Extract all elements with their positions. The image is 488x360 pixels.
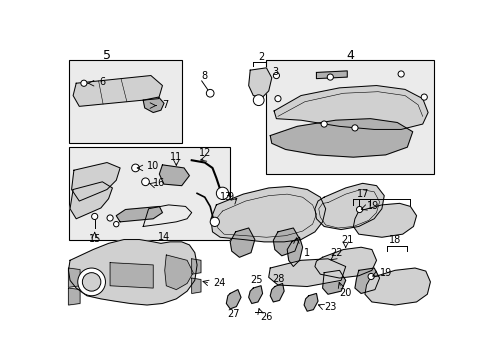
Polygon shape <box>364 268 429 305</box>
Polygon shape <box>353 203 416 237</box>
Polygon shape <box>248 68 271 97</box>
Polygon shape <box>191 278 201 293</box>
Text: 19: 19 <box>366 202 379 211</box>
Polygon shape <box>68 268 80 287</box>
Circle shape <box>78 268 105 296</box>
Polygon shape <box>191 259 201 274</box>
Polygon shape <box>270 283 284 302</box>
Text: 9: 9 <box>227 192 233 202</box>
Text: 22: 22 <box>329 248 342 258</box>
Text: 15: 15 <box>88 234 101 244</box>
Polygon shape <box>116 206 162 222</box>
Polygon shape <box>268 259 345 287</box>
Text: 8: 8 <box>202 71 207 81</box>
Text: 14: 14 <box>158 232 170 242</box>
Text: 24: 24 <box>213 278 225 288</box>
Text: 16: 16 <box>153 178 165 188</box>
Text: 23: 23 <box>324 302 336 311</box>
Circle shape <box>206 89 214 97</box>
Circle shape <box>367 274 373 280</box>
Polygon shape <box>73 76 162 106</box>
Polygon shape <box>354 268 379 293</box>
Text: 12: 12 <box>199 148 211 158</box>
Circle shape <box>326 74 333 80</box>
Text: 6: 6 <box>99 77 105 87</box>
Polygon shape <box>286 237 302 266</box>
Bar <box>266 60 433 174</box>
Polygon shape <box>314 183 384 230</box>
Text: 1: 1 <box>304 248 309 258</box>
Text: 19: 19 <box>379 267 391 278</box>
Circle shape <box>210 217 219 226</box>
Circle shape <box>81 80 87 86</box>
Circle shape <box>216 187 228 199</box>
Circle shape <box>253 95 264 105</box>
Polygon shape <box>226 289 241 309</box>
Circle shape <box>107 215 113 221</box>
Polygon shape <box>68 288 80 305</box>
Circle shape <box>273 72 279 78</box>
Polygon shape <box>210 186 325 242</box>
Polygon shape <box>68 239 197 305</box>
Text: 17: 17 <box>356 189 368 199</box>
Circle shape <box>397 71 404 77</box>
Circle shape <box>131 164 139 172</box>
Text: 4: 4 <box>346 49 353 62</box>
Text: 10: 10 <box>147 161 159 171</box>
Circle shape <box>91 213 98 220</box>
Bar <box>68 147 230 239</box>
Bar <box>68 60 182 143</box>
Text: 3: 3 <box>272 67 278 77</box>
Polygon shape <box>230 228 254 257</box>
Text: 27: 27 <box>226 309 239 319</box>
Polygon shape <box>270 119 412 157</box>
Circle shape <box>274 95 281 102</box>
Polygon shape <box>322 270 345 294</box>
Text: 5: 5 <box>103 49 111 62</box>
Polygon shape <box>304 293 317 311</box>
Circle shape <box>321 121 326 127</box>
Polygon shape <box>248 286 262 303</box>
Circle shape <box>82 273 101 291</box>
Text: 7: 7 <box>162 100 168 110</box>
Polygon shape <box>110 263 153 288</box>
Text: 25: 25 <box>250 275 262 285</box>
Polygon shape <box>164 255 193 289</box>
Polygon shape <box>71 163 120 201</box>
Text: 28: 28 <box>271 274 284 284</box>
Polygon shape <box>274 86 427 130</box>
Text: 11: 11 <box>170 152 182 162</box>
Text: 2: 2 <box>257 52 264 62</box>
Polygon shape <box>314 247 376 278</box>
Text: 26: 26 <box>260 311 272 321</box>
Polygon shape <box>70 182 112 219</box>
Polygon shape <box>159 165 189 186</box>
Circle shape <box>113 221 119 227</box>
Circle shape <box>351 125 357 131</box>
Text: 13: 13 <box>220 192 232 202</box>
Text: 20: 20 <box>339 288 351 298</box>
Circle shape <box>356 206 362 213</box>
Circle shape <box>420 94 427 100</box>
Circle shape <box>142 178 149 186</box>
Text: 18: 18 <box>388 235 400 244</box>
Text: 21: 21 <box>340 235 353 244</box>
Polygon shape <box>316 71 346 78</box>
Polygon shape <box>273 228 299 256</box>
Polygon shape <box>143 97 163 112</box>
